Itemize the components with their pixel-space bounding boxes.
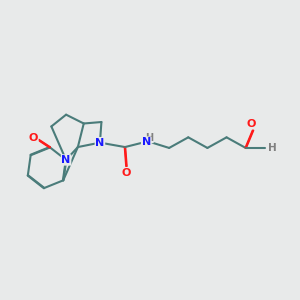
Text: O: O [28, 134, 38, 143]
Text: O: O [247, 119, 256, 129]
Text: N: N [61, 155, 71, 165]
Text: O: O [122, 168, 131, 178]
Text: H: H [268, 143, 277, 153]
Text: N: N [95, 138, 105, 148]
Text: H: H [145, 133, 153, 142]
Text: N: N [142, 137, 151, 147]
